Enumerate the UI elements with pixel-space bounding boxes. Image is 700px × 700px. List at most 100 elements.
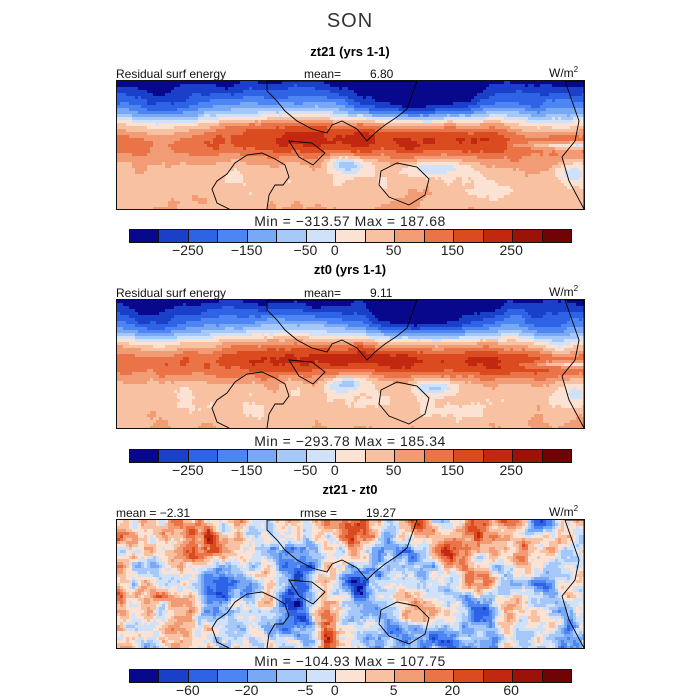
colorbar-swatch bbox=[159, 230, 189, 242]
colorbar-swatch bbox=[395, 230, 425, 242]
colorbar-swatch bbox=[159, 450, 189, 462]
colorbar-swatch bbox=[454, 230, 484, 242]
colorbar-swatch bbox=[513, 670, 543, 682]
colorbar-swatch bbox=[188, 450, 219, 462]
colorbar-swatch bbox=[365, 230, 396, 242]
panel-1-mean-value: 6.80 bbox=[370, 67, 393, 81]
colorbar-tick-label: −20 bbox=[235, 682, 259, 698]
colorbar-tick-label: 150 bbox=[441, 242, 464, 258]
colorbar-tick-label: −50 bbox=[294, 242, 318, 258]
colorbar-tick-label: −150 bbox=[231, 462, 263, 478]
colorbar-swatch bbox=[188, 670, 219, 682]
panel-1-field-label: Residual surf energy bbox=[116, 67, 226, 81]
coastline bbox=[211, 591, 290, 648]
coastline bbox=[288, 140, 326, 166]
colorbar-tick-label: 60 bbox=[503, 682, 519, 698]
colorbar-swatch bbox=[454, 670, 484, 682]
panel-2-colorbar bbox=[129, 449, 572, 463]
panel-2-unit-sup: 2 bbox=[574, 284, 578, 293]
panel-3-map bbox=[116, 519, 585, 649]
colorbar-swatch bbox=[130, 230, 160, 242]
panel-1-title: zt21 (yrs 1-1) bbox=[0, 44, 700, 59]
colorbar-swatch bbox=[395, 670, 425, 682]
colorbar-swatch bbox=[277, 230, 307, 242]
panel-3-unit-text: W/m bbox=[549, 505, 574, 519]
colorbar-tick-label: 0 bbox=[331, 462, 339, 478]
colorbar-tick-label: 0 bbox=[331, 242, 339, 258]
colorbar-swatch bbox=[454, 450, 484, 462]
colorbar-swatch bbox=[483, 230, 514, 242]
colorbar-swatch bbox=[306, 450, 337, 462]
panel-3-title: zt21 - zt0 bbox=[0, 482, 700, 497]
panel-3-min-max: Min = −104.93 Max = 107.75 bbox=[0, 653, 700, 669]
panel-3-colorbar bbox=[129, 669, 572, 683]
coastline bbox=[378, 162, 430, 206]
coastline bbox=[266, 300, 418, 361]
coastline bbox=[211, 371, 290, 428]
colorbar-swatch bbox=[365, 670, 396, 682]
panel-2-unit-text: W/m bbox=[549, 285, 574, 299]
colorbar-swatch bbox=[336, 230, 366, 242]
panel-1-min-max: Min = −313.57 Max = 187.68 bbox=[0, 213, 700, 229]
colorbar-swatch bbox=[513, 230, 543, 242]
panel-2-map bbox=[116, 299, 585, 429]
colorbar-tick-label: 0 bbox=[331, 682, 339, 698]
figure-title: SON bbox=[0, 10, 700, 33]
colorbar-tick-label: 50 bbox=[386, 462, 402, 478]
colorbar-tick-label: 150 bbox=[441, 462, 464, 478]
colorbar-swatch bbox=[483, 670, 514, 682]
colorbar-swatch bbox=[424, 450, 455, 462]
panel-1-colorbar bbox=[129, 229, 572, 243]
colorbar-swatch bbox=[306, 670, 337, 682]
colorbar-swatch bbox=[247, 450, 278, 462]
colorbar-tick-label: 250 bbox=[500, 242, 523, 258]
coastline bbox=[561, 520, 584, 648]
colorbar-swatch bbox=[513, 450, 543, 462]
coastline bbox=[288, 579, 326, 605]
colorbar-swatch bbox=[365, 450, 396, 462]
colorbar-tick-label: 250 bbox=[500, 462, 523, 478]
colorbar-swatch bbox=[542, 670, 572, 682]
panel-2-mean-value: 9.11 bbox=[370, 286, 392, 300]
panel-3-unit: W/m2 bbox=[549, 504, 578, 519]
coastline bbox=[561, 300, 584, 428]
panel-3-mean: mean = −2.31 bbox=[116, 506, 190, 520]
colorbar-tick-label: −60 bbox=[176, 682, 200, 698]
colorbar-swatch bbox=[218, 670, 248, 682]
coastline bbox=[211, 152, 290, 209]
colorbar-swatch bbox=[395, 450, 425, 462]
colorbar-swatch bbox=[542, 450, 572, 462]
coastline bbox=[378, 381, 430, 425]
colorbar-tick-label: 50 bbox=[386, 242, 402, 258]
panel-3-unit-sup: 2 bbox=[574, 504, 578, 513]
panel-2-field-label: Residual surf energy bbox=[116, 286, 226, 300]
panel-2-unit: W/m2 bbox=[549, 284, 578, 299]
colorbar-tick-label: −50 bbox=[294, 462, 318, 478]
panel-2-min-max: Min = −293.78 Max = 185.34 bbox=[0, 433, 700, 449]
colorbar-tick-label: −250 bbox=[172, 462, 204, 478]
panel-3-rmse-label: rmse = bbox=[300, 506, 337, 520]
colorbar-swatch bbox=[483, 450, 514, 462]
coastline bbox=[378, 601, 430, 645]
colorbar-swatch bbox=[542, 230, 572, 242]
colorbar-swatch bbox=[336, 450, 366, 462]
colorbar-swatch bbox=[130, 670, 160, 682]
panel-1-mean-label: mean= bbox=[304, 67, 341, 81]
coastline bbox=[266, 520, 418, 581]
panel-1-unit: W/m2 bbox=[549, 65, 578, 80]
colorbar-swatch bbox=[424, 670, 455, 682]
colorbar-tick-label: −150 bbox=[231, 242, 263, 258]
colorbar-tick-label: 5 bbox=[390, 682, 398, 698]
colorbar-swatch bbox=[218, 450, 248, 462]
panel-1-map bbox=[116, 80, 585, 210]
colorbar-swatch bbox=[277, 450, 307, 462]
coastline bbox=[266, 81, 418, 142]
panel-1-unit-text: W/m bbox=[549, 66, 574, 80]
coastline bbox=[288, 359, 326, 385]
colorbar-swatch bbox=[424, 230, 455, 242]
colorbar-swatch bbox=[306, 230, 337, 242]
panel-3-rmse-value: 19.27 bbox=[366, 506, 396, 520]
colorbar-swatch bbox=[188, 230, 219, 242]
colorbar-swatch bbox=[277, 670, 307, 682]
colorbar-swatch bbox=[336, 670, 366, 682]
